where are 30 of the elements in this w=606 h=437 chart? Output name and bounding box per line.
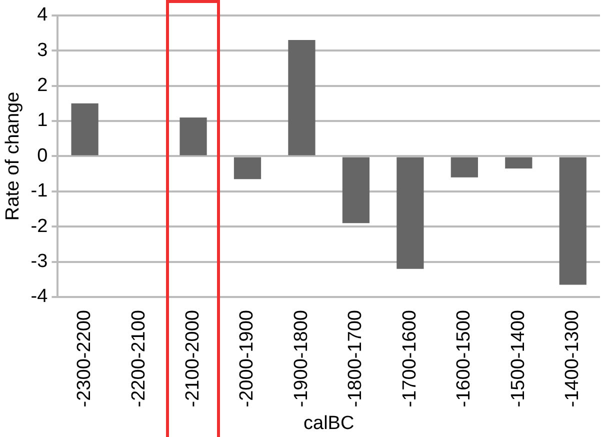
y-tick-label: -2 xyxy=(30,216,48,237)
x-tick-label: -1500-1400 xyxy=(508,310,529,408)
y-tick-label: 3 xyxy=(37,40,48,61)
bar xyxy=(559,157,586,285)
y-tick-label: -1 xyxy=(30,180,48,202)
y-tick-label: 1 xyxy=(37,110,48,132)
bar xyxy=(505,157,532,169)
x-tick-label: -1800-1700 xyxy=(345,310,366,408)
y-tick-label: 0 xyxy=(37,145,48,166)
x-tick-label: -2000-1900 xyxy=(236,310,258,408)
y-tick-label: 2 xyxy=(37,75,48,96)
bar xyxy=(71,103,98,156)
y-tick-label: -3 xyxy=(30,251,48,272)
x-tick-label: -1900-1800 xyxy=(290,310,312,408)
x-tick-label: -1700-1600 xyxy=(399,310,420,408)
bar xyxy=(288,40,316,156)
y-tick-label: -4 xyxy=(30,286,48,308)
y-tick-label: 4 xyxy=(37,4,48,26)
x-tick-label: -2300-2200 xyxy=(74,310,96,408)
bar xyxy=(234,157,262,180)
bar xyxy=(396,157,424,269)
y-axis-title: Rate of change xyxy=(2,92,24,221)
x-axis-title: calBC xyxy=(304,412,354,434)
bar xyxy=(180,117,207,156)
bar xyxy=(450,157,478,178)
x-tick-label: -2100-2000 xyxy=(182,310,204,408)
x-tick-label: -2200-2100 xyxy=(128,310,150,408)
x-tick-label: -1600-1500 xyxy=(454,310,475,408)
bar xyxy=(342,157,370,224)
x-tick-label: -1400-1300 xyxy=(562,310,584,408)
